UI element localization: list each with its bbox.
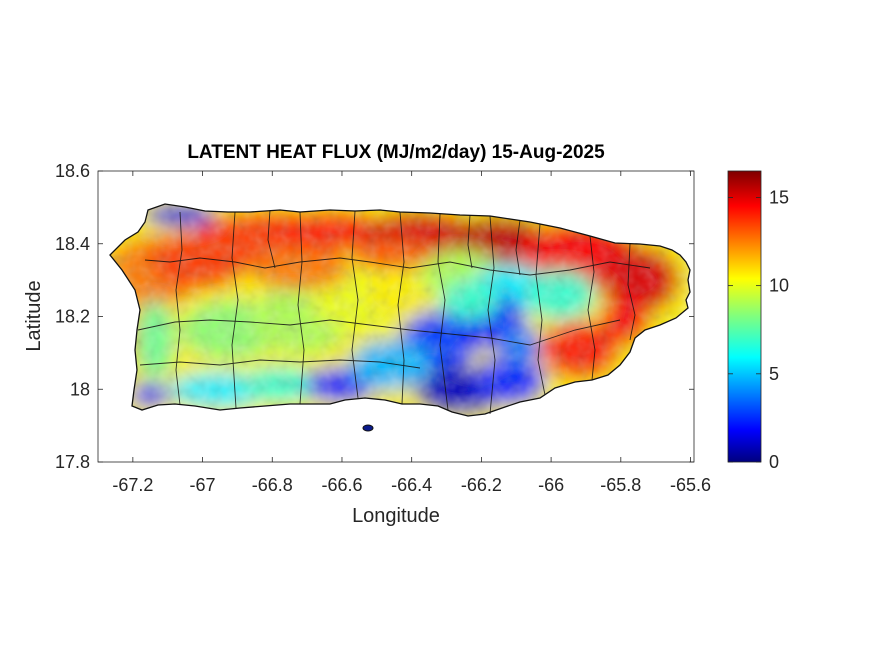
y-axis-label: Latitude [23,280,45,351]
caja-de-muertos-island [362,424,374,432]
y-tick-label: 18.6 [55,161,90,181]
x-tick-label: -67.2 [112,475,153,495]
x-tick-label: -65.8 [600,475,641,495]
x-tick-label: -66.6 [321,475,362,495]
x-tick-label: -67 [190,475,216,495]
colorbar-tick-label: 10 [769,276,789,296]
x-axis-label: Longitude [352,505,440,527]
x-tick-label: -66.8 [252,475,293,495]
colorbar-tick-label: 5 [769,364,779,384]
colorbar-tick-label: 15 [769,187,789,207]
y-tick-label: 18.2 [55,307,90,327]
x-tick-label: -66.4 [391,475,432,495]
municipality-boundaries [137,209,651,415]
y-tick-label: 18 [70,379,90,399]
island-heatmap [110,204,690,416]
colorbar-tick-label: 0 [769,452,779,472]
x-tick-label: -65.6 [670,475,711,495]
y-tick-label: 17.8 [55,452,90,472]
x-axis-ticks: -67.2 -67 -66.8 -66.6 -66.4 -66.2 -66 -65.8 -65.… [112,171,711,495]
y-tick-label: 18.4 [55,234,90,254]
x-tick-label: -66.2 [461,475,502,495]
island-coastline [109,203,691,417]
chart-title: LATENT HEAT FLUX (MJ/m2/day) 15-Aug-2025 [187,142,605,163]
y-axis-ticks: 17.8 18 18.2 18.4 18.6 [55,161,694,472]
colorbar-ticks: 0 5 10 15 [728,187,789,472]
x-tick-label: -66 [538,475,564,495]
colorbar [727,170,762,463]
